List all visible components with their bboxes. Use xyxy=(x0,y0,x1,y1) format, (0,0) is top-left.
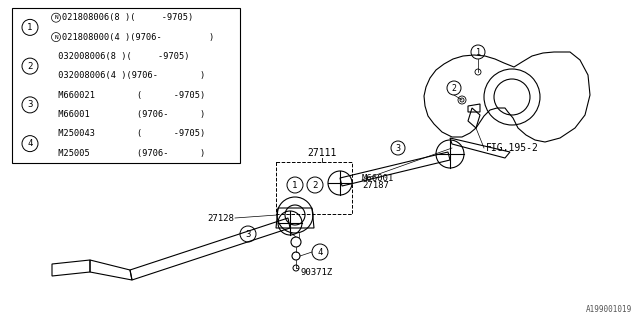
Text: 1: 1 xyxy=(292,180,298,189)
Text: 27187: 27187 xyxy=(362,180,389,189)
Text: 1: 1 xyxy=(28,23,33,32)
Text: 021808006(8 )(     -9705): 021808006(8 )( -9705) xyxy=(62,13,193,22)
Text: 021808000(4 )(9706-         ): 021808000(4 )(9706- ) xyxy=(62,33,214,42)
Text: 2: 2 xyxy=(312,180,317,189)
Text: M250043        (      -9705): M250043 ( -9705) xyxy=(53,129,205,139)
Text: 032008006(8 )(     -9705): 032008006(8 )( -9705) xyxy=(53,52,189,61)
Text: FIG.195-2: FIG.195-2 xyxy=(486,143,539,153)
Text: M66001         (9706-      ): M66001 (9706- ) xyxy=(53,110,205,119)
Text: M660021        (      -9705): M660021 ( -9705) xyxy=(53,91,205,100)
Text: M25005         (9706-      ): M25005 (9706- ) xyxy=(53,149,205,158)
Text: 3: 3 xyxy=(28,100,33,109)
Text: N: N xyxy=(54,15,58,20)
Text: 4: 4 xyxy=(317,247,323,257)
Text: N: N xyxy=(54,35,58,40)
Text: 2: 2 xyxy=(28,62,33,71)
Text: 4: 4 xyxy=(28,139,33,148)
Text: 3: 3 xyxy=(396,143,401,153)
Text: 90371Z: 90371Z xyxy=(300,268,332,277)
Text: 032008006(4 )(9706-        ): 032008006(4 )(9706- ) xyxy=(53,71,205,80)
Text: 1: 1 xyxy=(476,47,481,57)
Text: 3: 3 xyxy=(245,229,251,238)
Text: 27111: 27111 xyxy=(307,148,337,158)
Text: M66001: M66001 xyxy=(362,173,394,182)
Bar xyxy=(12,8,240,163)
Text: 27128: 27128 xyxy=(207,213,234,222)
Text: 2: 2 xyxy=(451,84,456,92)
Bar xyxy=(276,162,352,214)
Text: A199001019: A199001019 xyxy=(586,305,632,314)
